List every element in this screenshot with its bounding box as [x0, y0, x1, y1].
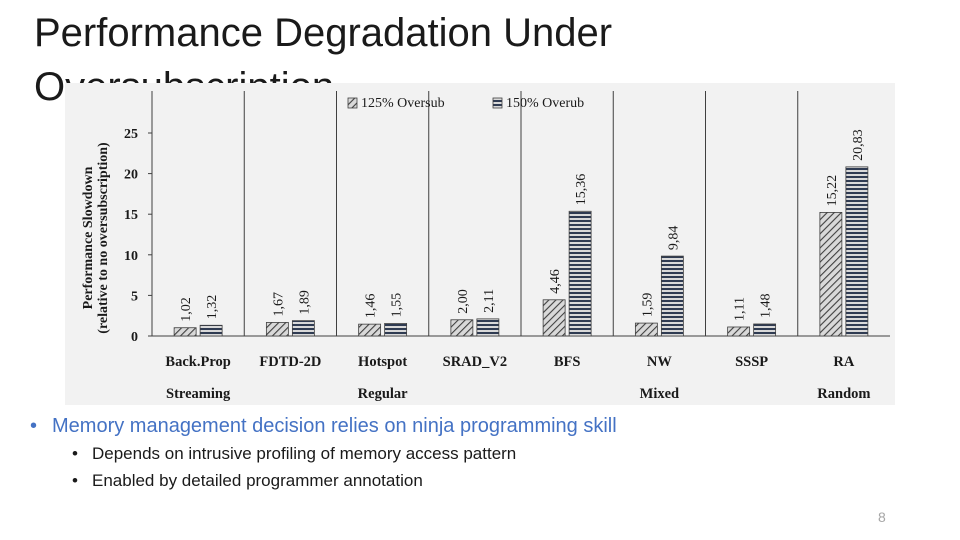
category-label: SSSP [735, 354, 768, 370]
y-axis-subtitle: (relative to no oversubscription) [96, 142, 111, 334]
bar-125-bfs [542, 299, 566, 337]
group-label: Random [817, 386, 870, 402]
bar-125-sssp [727, 326, 751, 337]
y-tick-label: 5 [131, 289, 138, 304]
data-label: 2,00 [456, 289, 471, 314]
category-label: NW [647, 354, 672, 370]
bar-150-nw [660, 255, 684, 337]
category-label: BFS [554, 354, 581, 370]
bullet-list: • Memory management decision relies on n… [30, 412, 617, 494]
bar-150-back-prop [199, 324, 223, 337]
data-label: 9,84 [666, 226, 681, 251]
sub-bullet-text: Depends on intrusive profiling of memory… [92, 444, 517, 463]
sub-bullet-item: • Enabled by detailed programmer annotat… [72, 467, 617, 494]
data-label: 4,46 [548, 269, 563, 294]
sub-bullet-item: • Depends on intrusive profiling of memo… [72, 440, 617, 467]
group-label: Mixed [640, 386, 679, 402]
y-tick-label: 15 [124, 208, 138, 223]
category-label: FDTD-2D [259, 354, 321, 370]
sub-bullet-dot: • [72, 471, 78, 490]
chart-panel [65, 83, 895, 405]
data-label: 1,89 [297, 290, 312, 315]
bar-150-hotspot [384, 323, 408, 337]
bar-125-back-prop [173, 327, 197, 337]
bullet-dot: • [30, 415, 38, 437]
data-label: 1,48 [759, 293, 774, 318]
bar-125-hotspot [358, 323, 382, 337]
data-label: 1,46 [364, 294, 379, 319]
sub-bullet-dot: • [72, 444, 78, 463]
bullet-text: Memory management decision relies on nin… [52, 415, 617, 437]
data-label: 1,59 [640, 293, 655, 318]
data-label: 1,67 [271, 292, 286, 317]
axes-layer: 0 5 10 15 20 25 [124, 91, 890, 345]
sub-bullet-text: Enabled by detailed programmer annotatio… [92, 471, 423, 490]
bar-125-srad-v2 [450, 319, 474, 337]
legend-swatch-150 [492, 97, 503, 109]
category-label: Hotspot [358, 354, 407, 370]
legend-label-125: 125% Oversub [361, 96, 445, 111]
legend-swatch-125 [347, 97, 358, 109]
bar-150-srad-v2 [476, 318, 500, 337]
legend-label-150: 150% Overub [506, 96, 584, 111]
labels-layer: 1,02 1,32 Back.Prop 1,67 1,89 FDTD-2D 1,46 1,55… [165, 129, 870, 402]
data-label: 15,22 [825, 175, 840, 207]
y-tick-label: 10 [124, 249, 138, 264]
data-label: 1,55 [390, 293, 405, 318]
group-label: Streaming [166, 386, 231, 402]
data-label: 1,32 [205, 295, 220, 320]
y-tick-label: 20 [124, 168, 138, 183]
bar-150-fdtd-2d [291, 320, 315, 337]
data-label: 2,11 [482, 289, 497, 313]
y-axis-title: Performance Slowdown [81, 166, 96, 309]
category-label: Back.Prop [165, 354, 230, 370]
bar-150-bfs [568, 210, 592, 337]
bar-chart: 0 5 10 15 20 25 1,02 1,32 Back.Prop 1,67 1,89 FDTD… [81, 91, 890, 402]
data-label: 15,36 [574, 174, 589, 206]
y-tick-label: 25 [124, 127, 138, 142]
page-number: 8 [878, 509, 886, 525]
category-label: SRAD_V2 [443, 354, 507, 370]
bar-125-ra [819, 212, 843, 337]
data-label: 1,11 [733, 297, 748, 321]
legend: 125% Oversub 150% Overub [347, 96, 584, 111]
group-label: Regular [358, 386, 409, 402]
bullet-item: • Memory management decision relies on n… [30, 412, 617, 440]
bar-125-fdtd-2d [265, 322, 289, 337]
bar-150-ra [845, 166, 869, 337]
bars-layer [173, 166, 869, 337]
bar-150-sssp [753, 323, 777, 337]
y-tick-label: 0 [131, 330, 138, 345]
category-label: RA [833, 354, 854, 370]
data-label: 20,83 [851, 129, 866, 161]
bar-125-nw [634, 322, 658, 337]
data-label: 1,02 [179, 297, 194, 322]
